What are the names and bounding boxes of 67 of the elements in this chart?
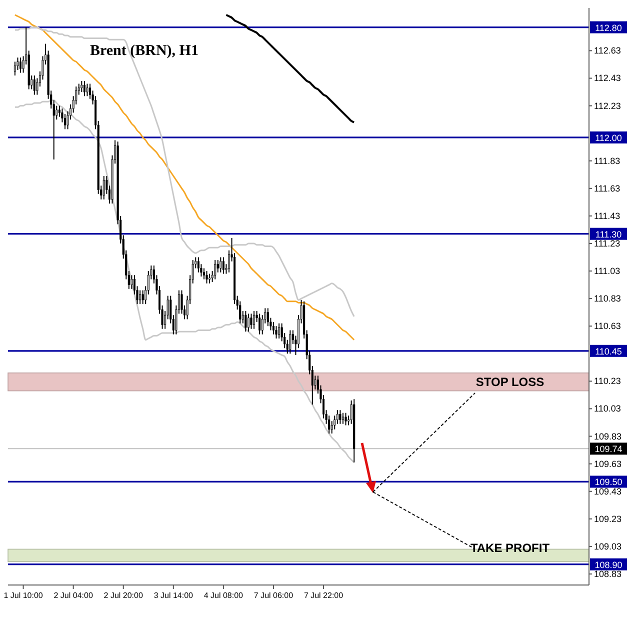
ref-line-label: 112.80: [595, 22, 622, 33]
x-tick-label: 2 Jul 04:00: [54, 591, 94, 600]
y-tick-label: 110.03: [594, 404, 621, 414]
band-label: TAKE PROFIT: [470, 541, 550, 556]
candlestick: [139, 290, 142, 305]
candlestick: [244, 310, 247, 332]
band-label: STOP LOSS: [476, 374, 544, 389]
y-tick-label: 109.83: [594, 431, 622, 442]
y-tick-label: 112.23: [594, 100, 621, 111]
candlestick: [258, 313, 261, 335]
candlestick: [130, 274, 133, 290]
candlestick: [339, 410, 342, 424]
ref-line-label: 109.50: [594, 477, 622, 488]
candlestick: [86, 83, 88, 97]
y-tick-label: 109.43: [594, 486, 622, 496]
candlestick: [14, 61, 16, 76]
candlestick: [83, 80, 86, 97]
candlestick: [222, 256, 224, 274]
candlestick: [214, 260, 216, 280]
y-tick-label: 108.83: [594, 568, 622, 579]
candlestick: [266, 308, 269, 327]
x-tick-label: 7 Jul 22:00: [304, 591, 344, 600]
candlestick: [80, 80, 83, 92]
y-tick-label: 110.23: [594, 376, 621, 386]
y-tick-label: 110.63: [594, 321, 621, 332]
candlestick: [142, 290, 144, 305]
y-tick-label: 111.63: [594, 183, 620, 194]
ref-line-label: 108.90: [594, 560, 622, 570]
candlestick: [275, 326, 278, 339]
candlestick: [278, 322, 280, 339]
x-tick-label: 1 Jul 10:00: [4, 591, 44, 600]
y-tick-label: 111.03: [594, 266, 620, 276]
y-tick-label: 110.83: [594, 294, 621, 304]
candlestick: [208, 273, 211, 284]
x-tick-label: 2 Jul 20:00: [104, 591, 144, 600]
candlestick: [206, 270, 208, 284]
text: Brent (BRN), H1: [90, 43, 198, 59]
candlestick: [250, 313, 252, 330]
y-tick-label: 112.43: [594, 73, 621, 84]
ref-line-label: 111.30: [595, 229, 622, 240]
y-tick-label: 112.63: [594, 46, 621, 56]
ref-line-label: 112.00: [595, 132, 622, 143]
ref-line-label: 109.74: [594, 444, 622, 454]
candlestick: [272, 321, 275, 335]
candlestick: [19, 57, 22, 74]
candlestick: [202, 268, 206, 280]
y-tick-label: 109.63: [594, 458, 622, 469]
candlestick: [252, 310, 256, 330]
y-tick-label: 111.43: [594, 210, 620, 221]
x-tick-label: 4 Jul 08:00: [204, 591, 244, 600]
candlestick: [102, 176, 105, 200]
candlestick: [344, 412, 347, 426]
x-tick-label: 7 Jul 06:00: [254, 591, 294, 600]
candlestick: [342, 412, 344, 424]
line-series: [225, 14, 356, 124]
candlestick: [247, 313, 250, 332]
y-tick-label: 109.23: [594, 514, 622, 524]
candlestick: [220, 256, 222, 273]
candlestick: [289, 330, 292, 354]
candlestick: [33, 74, 36, 96]
y-tick-label: 109.03: [594, 541, 622, 552]
candlestick: [197, 256, 200, 273]
candlestick: [216, 260, 219, 273]
ref-line-label: 110.45: [595, 346, 622, 356]
y-tick-label: 111.23: [594, 238, 620, 248]
y-tick-label: 111.83: [594, 156, 620, 166]
x-tick-label: 3 Jul 14:00: [154, 591, 194, 600]
